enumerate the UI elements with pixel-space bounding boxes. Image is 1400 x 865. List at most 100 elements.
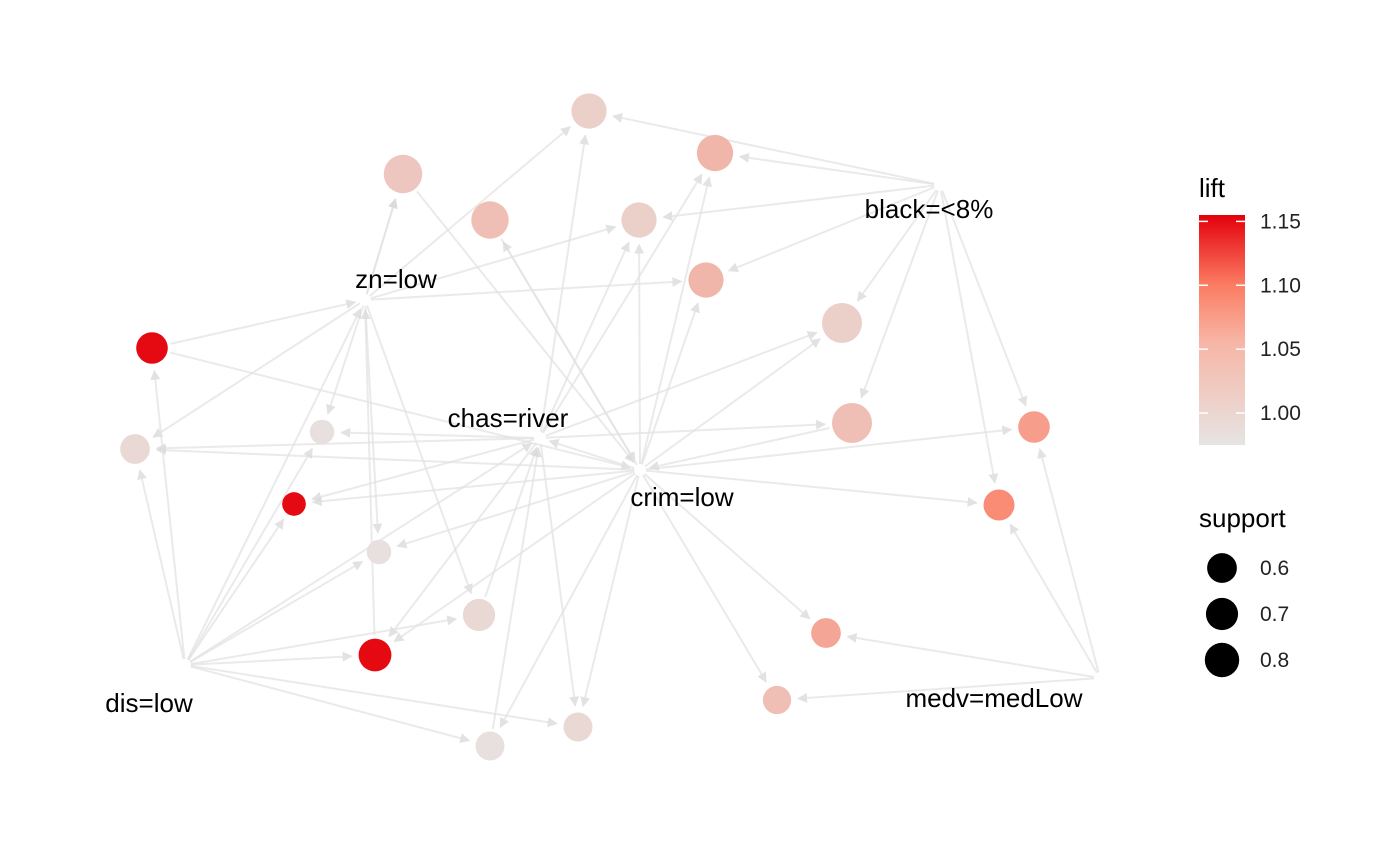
edge-dis-to-r10 xyxy=(137,469,185,660)
edge-r3-to-crim xyxy=(416,190,635,463)
support-legend-title: support xyxy=(1199,503,1286,533)
rule-node-r16[interactable] xyxy=(462,598,496,632)
edge-dis-to-r21 xyxy=(190,664,558,728)
rule-node-r11[interactable] xyxy=(309,419,335,445)
edge-zn-to-r11 xyxy=(325,305,365,415)
edge-chas-to-r5 xyxy=(541,241,630,433)
edge-crim-to-r21 xyxy=(580,475,640,708)
rule-nodes-layer xyxy=(120,93,1050,761)
edge-black-to-r14 xyxy=(940,190,999,484)
edge-zn-to-r10 xyxy=(152,302,361,438)
edge-crim-to-r7 xyxy=(644,338,821,468)
edges-layer xyxy=(137,113,1100,744)
edge-crim-to-r20 xyxy=(499,474,639,728)
rule-node-r12[interactable] xyxy=(1018,411,1050,443)
rule-node-r15[interactable] xyxy=(366,539,392,565)
edge-medv-to-r14 xyxy=(1009,523,1098,674)
rule-node-r5[interactable] xyxy=(621,202,657,238)
edge-dis-to-r13 xyxy=(187,518,285,661)
edge-chas-to-r7 xyxy=(545,331,818,437)
edge-crim-to-r2 xyxy=(640,176,712,465)
rule-node-r7[interactable] xyxy=(822,303,862,343)
edge-black-to-r1 xyxy=(612,113,935,185)
rule-node-r14[interactable] xyxy=(983,489,1015,521)
edge-dis-to-r18 xyxy=(190,651,353,666)
edge-zn-to-r16 xyxy=(366,305,473,595)
item-label-chas[interactable]: chas=river xyxy=(448,403,569,433)
edge-chas-to-r1 xyxy=(539,134,589,433)
edge-medv-to-r19 xyxy=(797,677,1095,703)
edge-crim-to-r18 xyxy=(393,472,636,643)
edge-black-to-r6 xyxy=(727,186,935,272)
edge-crim-to-r10 xyxy=(155,445,635,471)
edge-chas-to-r2 xyxy=(542,173,703,434)
edge-dis-to-r9 xyxy=(150,369,186,660)
edge-medv-to-r17 xyxy=(846,633,1095,679)
edge-r16-to-chas xyxy=(484,446,539,598)
edge-chas-to-r18 xyxy=(388,442,538,638)
edge-crim-to-r5 xyxy=(634,243,645,465)
rule-node-r6[interactable] xyxy=(688,262,724,298)
item-label-dis[interactable]: dis=low xyxy=(105,688,193,718)
rule-node-r1[interactable] xyxy=(571,93,607,129)
edge-r18-to-zn xyxy=(360,308,376,636)
edge-black-to-r8 xyxy=(859,190,939,399)
edge-black-to-r12 xyxy=(941,190,1028,407)
rule-node-r13[interactable] xyxy=(282,492,306,516)
item-label-crim[interactable]: crim=low xyxy=(630,482,734,512)
rule-node-r21[interactable] xyxy=(563,712,593,742)
item-labels-layer: zn=low black=<8% chas=river crim=low dis=low… xyxy=(105,194,1082,718)
edge-dis-to-r11 xyxy=(187,447,314,661)
edge-black-to-r5 xyxy=(662,184,935,222)
edge-zn-to-r6 xyxy=(370,276,683,301)
support-key-dot xyxy=(1205,597,1239,631)
edge-chas-to-r10 xyxy=(155,437,535,454)
edge-dis-to-r16 xyxy=(190,615,458,665)
edge-crim-to-r14 xyxy=(645,469,978,507)
support-key-label: 0.7 xyxy=(1260,603,1289,626)
rule-node-r20[interactable] xyxy=(475,731,505,761)
legend: lift 1.15 1.10 1.05 1.00 support 0.6 0.7 0.8 xyxy=(1199,173,1301,678)
lift-tick-label: 1.15 xyxy=(1260,210,1301,233)
edge-crim-to-chas xyxy=(548,439,635,470)
support-key-dot xyxy=(1204,642,1240,678)
edge-r8-to-crim xyxy=(648,427,830,471)
edge-zn-to-r5 xyxy=(370,224,617,300)
item-label-zn[interactable]: zn=low xyxy=(355,264,437,294)
lift-colorbar xyxy=(1199,215,1245,445)
rule-node-r17[interactable] xyxy=(811,618,841,648)
rule-node-r10[interactable] xyxy=(120,434,150,464)
edge-dis-to-r20 xyxy=(190,665,471,744)
edge-chas-to-r11 xyxy=(340,427,535,439)
support-keys: 0.6 0.7 0.8 xyxy=(1204,553,1289,678)
edge-crim-to-r19 xyxy=(642,474,768,683)
rule-node-r8[interactable] xyxy=(832,403,872,443)
edge-zn-to-r3 xyxy=(365,198,398,295)
edge-crim-to-r13 xyxy=(311,469,635,507)
rule-node-r4[interactable] xyxy=(471,201,509,239)
edge-chas-to-r13 xyxy=(311,438,535,502)
rule-node-r2[interactable] xyxy=(696,134,734,172)
rule-node-r9[interactable] xyxy=(136,332,168,364)
edge-zn-to-r15 xyxy=(364,305,383,534)
edge-chas-to-r21 xyxy=(539,443,579,707)
lift-tick-label: 1.05 xyxy=(1260,338,1301,361)
edge-zn-to-r1 xyxy=(368,126,571,297)
edge-crim-to-r6 xyxy=(641,302,700,465)
rule-node-r3[interactable] xyxy=(383,154,423,194)
edge-dis-to-zn xyxy=(186,308,362,661)
support-key-label: 0.6 xyxy=(1260,557,1289,580)
support-key-label: 0.8 xyxy=(1260,649,1289,672)
item-label-medv[interactable]: medv=medLow xyxy=(905,683,1082,713)
edge-crim-to-r17 xyxy=(643,473,811,620)
rule-node-r19[interactable] xyxy=(762,685,792,715)
item-label-black[interactable]: black=<8% xyxy=(865,194,994,224)
edge-r9-to-zn xyxy=(170,299,357,345)
lift-legend-title: lift xyxy=(1199,173,1226,203)
edge-dis-to-r15 xyxy=(189,560,364,663)
support-key-dot xyxy=(1207,553,1237,583)
rule-node-r18[interactable] xyxy=(358,638,392,672)
edge-black-to-r2 xyxy=(738,152,935,186)
lift-ticks: 1.15 1.10 1.05 1.00 xyxy=(1199,210,1301,425)
